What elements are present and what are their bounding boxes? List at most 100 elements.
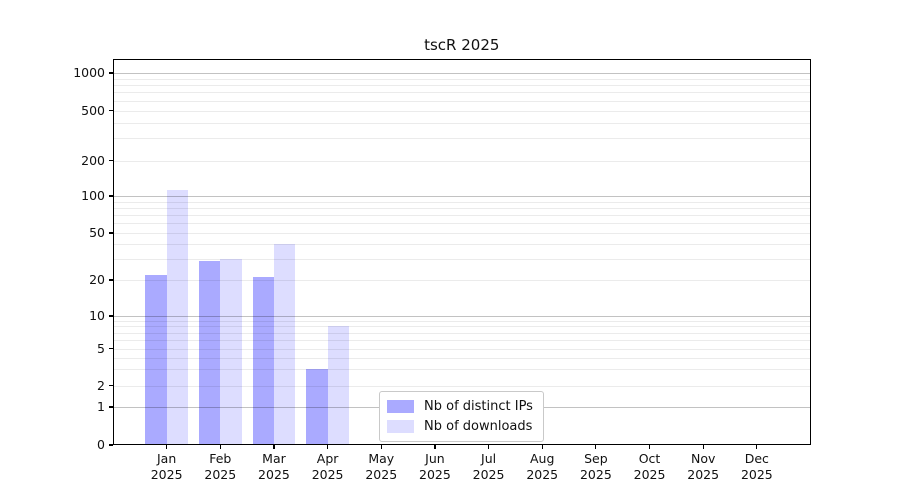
- x-tick-month: Oct: [638, 451, 661, 466]
- y-tick-mark: [109, 406, 113, 408]
- x-tick-month: Mar: [262, 451, 286, 466]
- y-tick-mark: [109, 72, 113, 74]
- x-tick-month: Dec: [744, 451, 769, 466]
- gridline-minor: [113, 259, 811, 261]
- gridline-minor: [113, 122, 811, 124]
- gridline-minor: [113, 339, 811, 341]
- x-tick-mark: [434, 445, 436, 449]
- x-tick-label: Aug 2025: [510, 451, 574, 482]
- x-tick-month: Feb: [209, 451, 232, 466]
- x-tick-mark: [273, 445, 275, 449]
- x-tick-mark: [541, 445, 543, 449]
- gridline-minor: [113, 201, 811, 203]
- x-tick-month: Sep: [584, 451, 608, 466]
- y-tick-label: 200: [81, 152, 105, 168]
- y-tick-mark: [109, 444, 113, 446]
- gridline-minor: [113, 326, 811, 328]
- y-tick-label: 500: [81, 102, 105, 118]
- x-tick-mark: [702, 445, 704, 449]
- y-tick-label: 20: [89, 272, 105, 287]
- x-tick-label: Feb 2025: [188, 451, 252, 482]
- bar-downloads: [166, 190, 189, 445]
- gridline-minor: [113, 85, 811, 87]
- legend-item: Nb of downloads: [387, 417, 533, 436]
- y-tick-label: 1: [97, 399, 105, 414]
- x-tick-year: 2025: [258, 466, 290, 482]
- y-tick-label: 100: [81, 188, 105, 203]
- gridline-minor: [113, 369, 811, 371]
- bar-distinct-ips: [306, 369, 328, 445]
- x-tick-label: Mar 2025: [242, 451, 306, 482]
- legend-label: Nb of downloads: [424, 419, 533, 434]
- bar-distinct-ips: [252, 277, 274, 445]
- gridline-minor: [113, 357, 811, 359]
- x-tick-label: Nov 2025: [671, 451, 735, 482]
- gridline-minor: [113, 348, 811, 350]
- chart-title: tscR 2025: [424, 36, 500, 54]
- x-tick-year: 2025: [472, 466, 505, 482]
- x-tick-mark: [756, 445, 758, 449]
- y-tick-mark: [109, 159, 113, 162]
- gridline-minor: [113, 207, 811, 209]
- x-tick-mark: [648, 445, 651, 449]
- y-tick-mark: [109, 279, 113, 281]
- gridline-minor: [113, 110, 811, 112]
- gridline-minor: [113, 215, 811, 217]
- x-tick-month: Apr: [316, 451, 339, 466]
- gridline-minor: [113, 332, 811, 334]
- gridline-minor: [113, 233, 811, 234]
- gridline-minor: [113, 223, 811, 225]
- gridline-major: [113, 316, 811, 317]
- x-tick-label: Jan 2025: [135, 451, 199, 482]
- x-tick-month: Aug: [530, 451, 555, 466]
- x-tick-year: 2025: [579, 466, 612, 482]
- x-tick-label: Apr 2025: [296, 451, 360, 482]
- y-tick-mark: [109, 195, 113, 197]
- x-tick-month: May: [368, 451, 395, 466]
- y-tick-label: 5: [97, 340, 105, 356]
- y-tick-label: 50: [89, 225, 105, 240]
- y-tick-label: 1000: [73, 65, 105, 80]
- bar-downloads: [273, 244, 296, 445]
- x-tick-year: 2025: [526, 466, 559, 482]
- legend-swatch: [387, 400, 414, 413]
- bar-distinct-ips: [198, 260, 221, 445]
- x-tick-label: Jul 2025: [457, 451, 521, 482]
- x-tick-month: Nov: [690, 451, 716, 466]
- x-tick-mark: [166, 445, 168, 449]
- x-tick-mark: [327, 445, 329, 449]
- gridline-minor: [113, 244, 811, 246]
- x-tick-month: Jul: [481, 451, 497, 466]
- gridline-minor: [113, 385, 811, 387]
- legend-swatch: [387, 420, 414, 433]
- y-tick-mark: [109, 109, 113, 112]
- x-tick-label: Oct 2025: [618, 451, 682, 482]
- x-tick-label: Dec 2025: [725, 451, 789, 482]
- x-tick-month: Jan: [157, 451, 177, 466]
- x-tick-label: Sep 2025: [564, 451, 628, 482]
- x-tick-year: 2025: [740, 466, 773, 482]
- gridline-minor: [113, 320, 811, 322]
- x-tick-year: 2025: [311, 466, 344, 482]
- bar-distinct-ips: [145, 275, 167, 445]
- y-tick-mark: [109, 384, 113, 387]
- y-tick-mark: [109, 232, 113, 234]
- x-tick-year: 2025: [633, 466, 666, 482]
- y-tick-label: 2: [97, 377, 105, 393]
- x-tick-year: 2025: [365, 466, 398, 482]
- legend-label: Nb of distinct IPs: [424, 399, 533, 414]
- x-tick-year: 2025: [687, 466, 720, 482]
- x-tick-mark: [380, 445, 382, 449]
- x-tick-month: Jun: [425, 451, 445, 466]
- bar-downloads: [220, 259, 242, 445]
- gridline-minor: [113, 160, 811, 162]
- x-tick-year: 2025: [150, 466, 183, 482]
- gridline-minor: [113, 138, 811, 140]
- gridline-minor: [113, 92, 811, 94]
- x-tick-label: May 2025: [349, 451, 413, 482]
- x-tick-mark: [219, 445, 221, 449]
- x-tick-mark: [595, 445, 597, 449]
- y-tick-label: 10: [89, 308, 105, 323]
- x-tick-year: 2025: [419, 466, 451, 482]
